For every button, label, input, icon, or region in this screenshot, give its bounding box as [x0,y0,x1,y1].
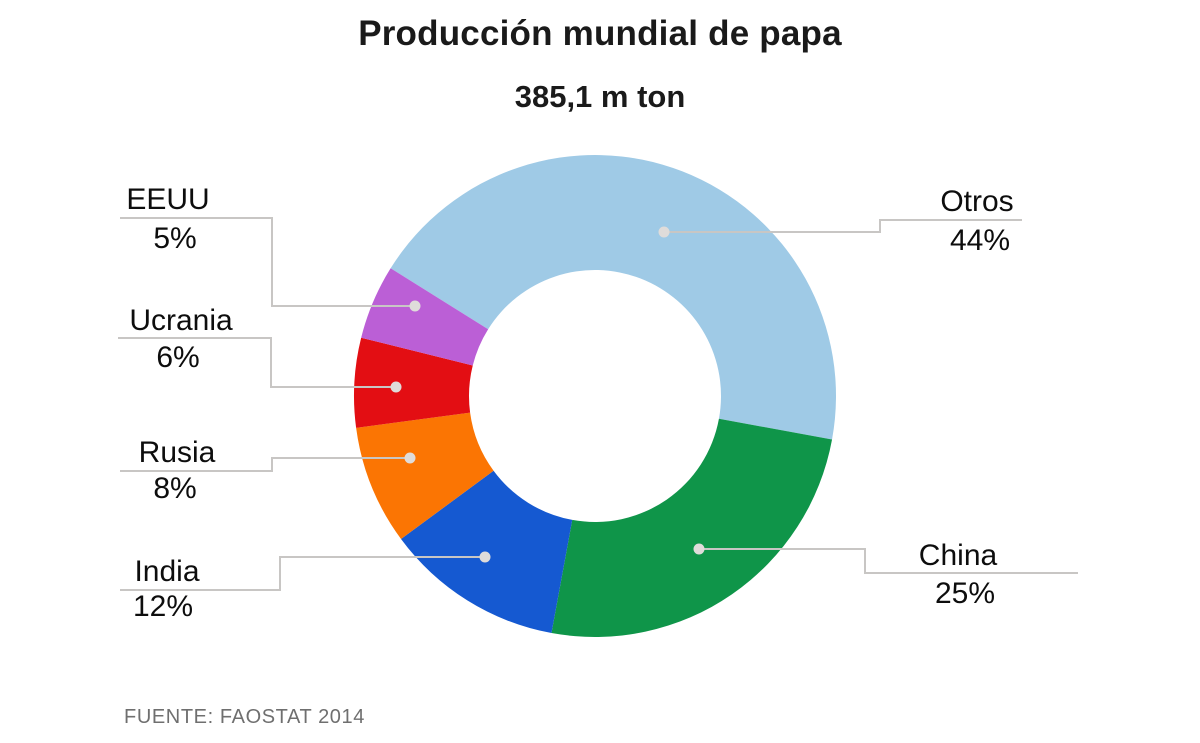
leader-dot-rusia [404,452,416,464]
leader-line-otros [664,219,1022,233]
leader-dot-china [693,543,705,555]
chart-title: Producción mundial de papa [358,14,842,53]
leader-dot-eeuu [409,300,421,312]
pie-slice-china [551,418,833,638]
pie-slice-otros [390,154,837,440]
leader-line-eeuu [120,217,415,307]
pie-slice-ucrania [354,337,473,428]
label-ucrania: Ucrania [129,304,233,337]
label-china: China [918,539,998,572]
label-ucrania-pct: 6% [156,341,200,374]
label-china-pct: 25% [934,577,996,610]
label-rusia-pct: 8% [153,472,197,505]
leader-line-ucrania [118,337,396,388]
label-eeuu-pct: 5% [153,222,197,255]
label-otros: Otros [940,185,1014,218]
label-india-pct: 12% [132,590,194,623]
leader-line-china [699,548,1078,574]
label-eeuu: EEUU [126,183,210,216]
source-note: FUENTE: FAOSTAT 2014 [124,706,365,728]
label-rusia: Rusia [138,436,216,469]
pie-slice-rusia [356,412,494,540]
leader-dot-otros [658,226,670,238]
leader-line-india [120,556,485,591]
leader-dot-ucrania [390,381,402,393]
chart-total: 385,1 m ton [514,79,686,114]
leader-line-rusia [120,457,410,472]
leader-dot-india [479,551,491,563]
label-otros-pct: 44% [949,224,1011,257]
label-india: India [134,555,200,588]
pie-slice-eeuu [361,268,489,366]
